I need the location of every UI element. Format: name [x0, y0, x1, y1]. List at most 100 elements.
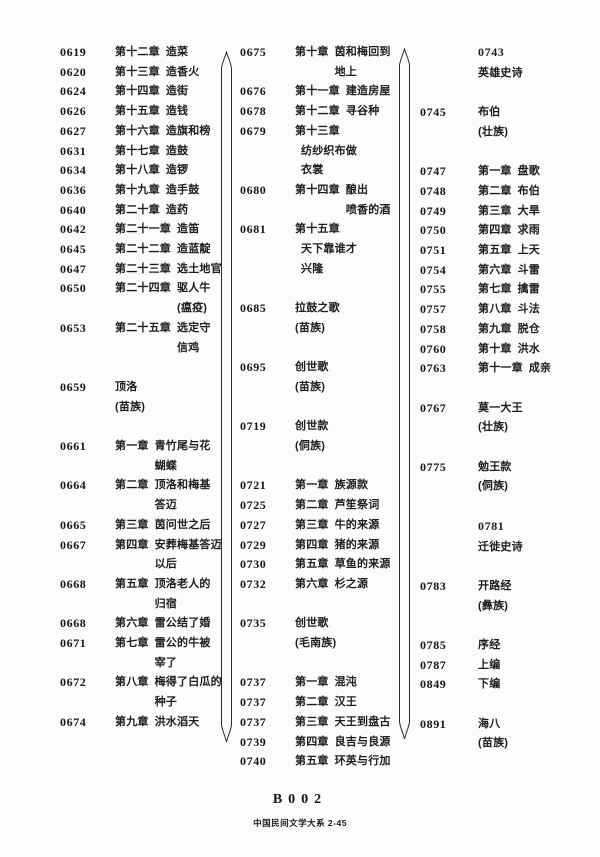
- toc-row: 0642 第二十一章 造笛: [60, 220, 222, 240]
- row-spacer: [420, 83, 595, 103]
- chapter-title: 汉王: [334, 696, 358, 709]
- toc-row: 0695 创世歌 (苗族): [240, 358, 398, 397]
- row-spacer: [420, 497, 595, 517]
- toc-row: 0743: [420, 43, 595, 64]
- toc-row: 0754 第六章 斗雷: [420, 261, 595, 281]
- toc-row: 0727 第三章 牛的来源: [240, 516, 398, 536]
- page-number: 0740: [240, 754, 267, 769]
- toc-column-1: 0619 第十二章 造菜 0620 第十三章 造香火 0624 第十四章 造街 0626 第十五章造…: [60, 43, 222, 733]
- toc-row: 0775 勉王款 (侗族): [420, 458, 595, 497]
- chapter-label: 第九章: [115, 715, 149, 728]
- section-title: 创世歌: [295, 617, 329, 630]
- toc-entry-body: 第十五章 造钱: [115, 102, 222, 122]
- toc-row: 0721 第一章 族源款: [240, 476, 398, 496]
- toc-entry-body: 第二十一章 造笛: [115, 220, 222, 240]
- toc-entry-body: 第一章 混沌: [295, 673, 398, 693]
- chapter-label: 第三章: [295, 715, 329, 728]
- page-number: 0727: [240, 517, 267, 532]
- page-number: 0763: [420, 361, 447, 376]
- toc-row: 0737 第一章 混沌: [240, 673, 398, 693]
- chapter-label: 第十七章: [115, 144, 160, 157]
- ethnic-group: (侗族): [295, 440, 326, 453]
- chapter-title: 牛的来源: [334, 518, 380, 531]
- chapter-label: 第二十一章: [115, 223, 171, 236]
- toc-entry-body: 第一章 族源款: [295, 476, 398, 496]
- toc-entry-body: 莫一大王 (壮族): [478, 399, 595, 438]
- chapter-label: 第三章: [295, 518, 329, 531]
- row-spacer: [420, 557, 595, 577]
- chapter-title: 造鼓: [165, 144, 189, 157]
- chapter-label: 第四章: [295, 735, 329, 748]
- page-number: 0624: [60, 84, 87, 99]
- toc-row: 0619 第十二章 造菜: [60, 43, 222, 63]
- page-number: 0757: [420, 302, 447, 317]
- toc-row: 0675 第十章 茵和梅回到 地上: [240, 43, 398, 82]
- chapter-label: 第十五章: [115, 105, 160, 118]
- toc-row: 0781: [420, 517, 595, 538]
- toc-entry-body: 第四章 安葬梅基答迈 以后: [115, 536, 222, 575]
- chapter-label: 第六章: [115, 617, 149, 630]
- toc-row: 0745 布伯 (壮族): [420, 103, 595, 142]
- chapter-label: 第七章: [115, 637, 149, 650]
- page-number: 0745: [420, 105, 447, 120]
- toc-row: 0631 第十七章 造鼓: [60, 142, 222, 162]
- chapter-title: 芦笙祭词: [334, 499, 380, 512]
- toc-row: 0758 第九章 脱仓: [420, 320, 595, 340]
- page-number: 0675: [240, 45, 267, 59]
- page-number: 0685: [240, 301, 267, 316]
- toc-row: 0785 序经: [420, 636, 595, 656]
- chapter-title: 造蓝靛: [177, 243, 211, 256]
- page-number: 0672: [60, 675, 87, 690]
- row-spacer: [420, 695, 595, 715]
- row-spacer: [420, 616, 595, 636]
- toc-entry-body: 开路经 (彝族): [478, 577, 595, 616]
- chapter-label: 第十章: [295, 46, 329, 58]
- page-number: 0891: [420, 716, 447, 731]
- ethnic-group: (彝族): [478, 599, 509, 612]
- chapter-title: 混沌: [334, 676, 358, 689]
- ethnic-group: (苗族): [295, 321, 326, 334]
- toc-row: 0730 第五章 草鱼的来源: [240, 555, 398, 575]
- ethnic-group: (壮族): [478, 125, 509, 138]
- toc-row: 0667 第四章 安葬梅基答迈 以后: [60, 536, 222, 575]
- chapter-title: 造旗和榜: [165, 124, 211, 137]
- chapter-title: 布伯: [517, 184, 541, 197]
- chapter-title: 杉之源: [334, 577, 369, 590]
- toc-entry-body: 0743: [478, 43, 595, 64]
- chapter-label: 第一章: [295, 479, 329, 492]
- toc-entry-body: 第二章 布伯: [478, 182, 595, 202]
- toc-column-2: 0675 第十章 茵和梅回到 地上 0676 第十一章 建造房屋 0678 第十二章 寻谷种 06…: [240, 43, 398, 772]
- page-number: 0755: [420, 282, 447, 297]
- toc-row: 0757 第八章 斗法: [420, 300, 595, 320]
- toc-entry-body: 第四章 猪的来源: [295, 536, 398, 556]
- page-number: 0674: [60, 714, 87, 729]
- toc-row: 0653 第二十五章 选定守 信鸡: [60, 319, 222, 358]
- page-number: 0748: [420, 183, 447, 198]
- chapter-title: 酿出 喷香的酒: [345, 183, 391, 216]
- chapter-title: 青竹尾与花 蝴蝶: [154, 440, 211, 472]
- page-number: 0750: [420, 223, 447, 238]
- page-number: 0681: [240, 222, 267, 237]
- page-number: 0730: [240, 557, 267, 572]
- page-number: 0785: [420, 637, 447, 652]
- chapter-label: 第八章: [478, 303, 512, 316]
- chapter-title: 造锣: [165, 164, 189, 177]
- chapter-title: 造手鼓: [165, 183, 200, 196]
- page-number: 0668: [60, 616, 87, 631]
- toc-row: 0665 第三章 茵问世之后: [60, 516, 222, 536]
- chapter-title: 纺纱织布做 衣裳: [301, 144, 357, 177]
- toc-row: 0891 海八 (苗族): [420, 715, 595, 754]
- toc-entry-body: 第十五章天下靠谁才 兴隆: [295, 220, 398, 279]
- page-number: 0787: [420, 657, 447, 672]
- chapter-label: 第五章: [295, 755, 329, 768]
- chapter-label: 第二章: [115, 479, 149, 492]
- chapter-title: 造香火: [165, 65, 200, 78]
- row-spacer: [240, 339, 398, 359]
- chapter-label: 第十四章: [115, 85, 160, 98]
- toc-entry-body: 第九章 脱仓: [478, 320, 595, 340]
- ethnic-group: (苗族): [478, 737, 509, 750]
- footer-series: 中国民间文学大系 2-45: [253, 818, 347, 828]
- toc-entry-body: 第三章 茵问世之后: [115, 516, 222, 536]
- toc-row: 0620 第十三章 造香火: [60, 63, 222, 83]
